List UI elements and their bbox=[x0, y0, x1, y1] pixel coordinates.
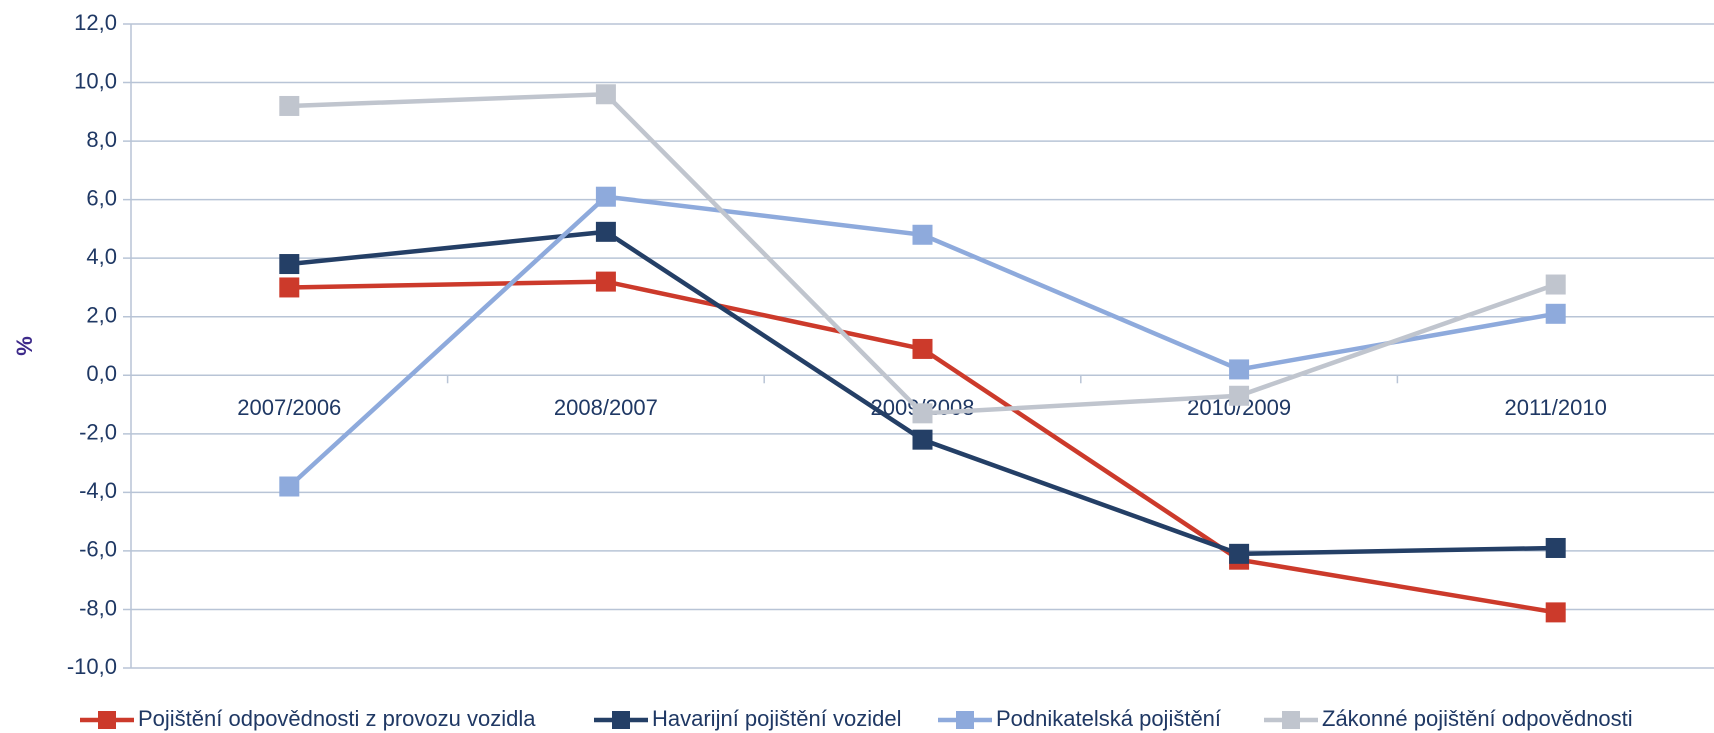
legend-marker bbox=[98, 711, 116, 729]
legend-label: Pojištění odpovědnosti z provozu vozidla bbox=[138, 706, 536, 731]
y-tick-label: -10,0 bbox=[67, 654, 117, 679]
x-tick-label: 2007/2006 bbox=[237, 395, 341, 420]
legend-label: Zákonné pojištění odpovědnosti bbox=[1322, 706, 1633, 731]
point-marker bbox=[595, 186, 616, 207]
point-marker bbox=[1545, 602, 1566, 623]
y-tick-label: -6,0 bbox=[79, 537, 117, 562]
point-marker bbox=[1545, 274, 1566, 295]
legend-marker bbox=[1282, 711, 1300, 729]
y-tick-label: -8,0 bbox=[79, 595, 117, 620]
point-marker bbox=[279, 254, 300, 275]
y-tick-label: 4,0 bbox=[86, 244, 117, 269]
x-tick-label: 2008/2007 bbox=[554, 395, 658, 420]
point-marker bbox=[595, 84, 616, 105]
y-axis-label: % bbox=[12, 336, 37, 356]
point-marker bbox=[912, 224, 933, 245]
point-marker bbox=[595, 221, 616, 242]
y-tick-label: 6,0 bbox=[86, 185, 117, 210]
legend-label: Havarijní pojištění vozidel bbox=[652, 706, 901, 731]
y-tick-label: 12,0 bbox=[74, 10, 117, 35]
point-marker bbox=[912, 403, 933, 424]
point-marker bbox=[1229, 359, 1250, 380]
y-tick-label: 8,0 bbox=[86, 127, 117, 152]
legend-marker bbox=[612, 711, 630, 729]
y-tick-label: -4,0 bbox=[79, 478, 117, 503]
point-marker bbox=[595, 271, 616, 292]
point-marker bbox=[1545, 537, 1566, 558]
point-marker bbox=[279, 476, 300, 497]
y-tick-label: 10,0 bbox=[74, 68, 117, 93]
series-line bbox=[289, 229, 1556, 557]
y-tick-label: 0,0 bbox=[86, 361, 117, 386]
point-marker bbox=[1229, 385, 1250, 406]
point-marker bbox=[912, 429, 933, 450]
legend-marker bbox=[956, 711, 974, 729]
y-tick-label: 2,0 bbox=[86, 303, 117, 328]
point-marker bbox=[1545, 303, 1566, 324]
y-tick-label: -2,0 bbox=[79, 420, 117, 445]
series-line bbox=[289, 91, 1557, 416]
point-marker bbox=[1229, 543, 1250, 564]
point-marker bbox=[279, 95, 300, 116]
point-marker bbox=[912, 338, 933, 359]
x-tick-label: 2011/2010 bbox=[1505, 395, 1607, 420]
legend-label: Podnikatelská pojištění bbox=[996, 706, 1221, 731]
point-marker bbox=[279, 277, 300, 298]
